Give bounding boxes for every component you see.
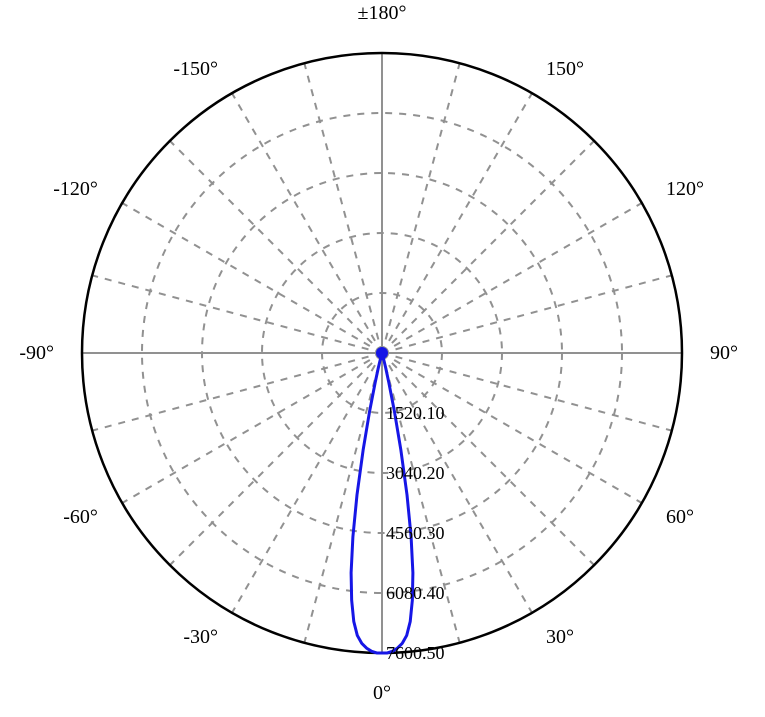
angle-label: -150° (173, 58, 218, 80)
radial-label: 1520.10 (386, 403, 445, 423)
angle-label: -90° (19, 342, 54, 364)
angle-label: 0° (373, 682, 391, 704)
radial-label: 7600.50 (386, 643, 445, 663)
radial-label: 3040.20 (386, 463, 445, 483)
polar-chart: 1520.10 3040.20 4560.30 6080.40 7600.50 0° 30°… (0, 0, 765, 717)
angle-label: 30° (546, 626, 574, 648)
angle-label: 60° (666, 506, 694, 528)
angle-label: ±180° (358, 2, 407, 24)
radial-label: 4560.30 (386, 523, 445, 543)
angle-label: 150° (546, 58, 584, 80)
center-dot (376, 347, 388, 359)
angle-label: 90° (710, 342, 738, 364)
angle-label: -30° (183, 626, 218, 648)
radial-label: 6080.40 (386, 583, 445, 603)
angle-label: 120° (666, 178, 704, 200)
angle-label: -60° (63, 506, 98, 528)
angle-label: -120° (53, 178, 98, 200)
